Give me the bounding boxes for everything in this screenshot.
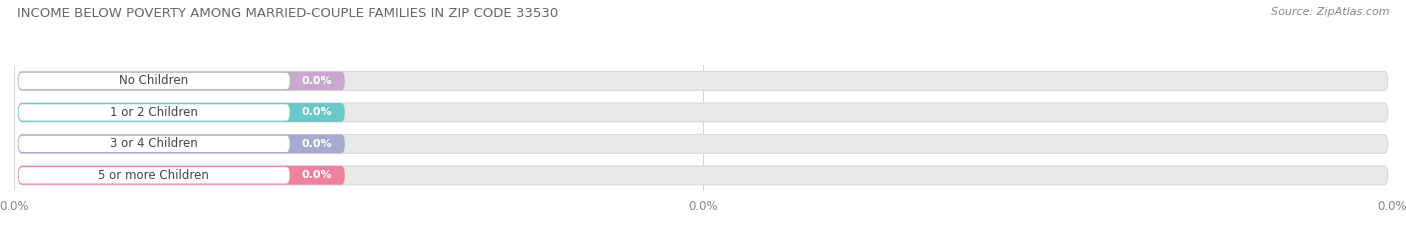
FancyBboxPatch shape [18, 73, 290, 89]
Text: 0.0%: 0.0% [302, 76, 332, 86]
FancyBboxPatch shape [18, 104, 290, 121]
Text: INCOME BELOW POVERTY AMONG MARRIED-COUPLE FAMILIES IN ZIP CODE 33530: INCOME BELOW POVERTY AMONG MARRIED-COUPL… [17, 7, 558, 20]
FancyBboxPatch shape [18, 72, 1388, 90]
Text: 3 or 4 Children: 3 or 4 Children [110, 137, 198, 150]
FancyBboxPatch shape [18, 103, 344, 122]
FancyBboxPatch shape [18, 167, 290, 184]
FancyBboxPatch shape [18, 134, 344, 153]
Text: 5 or more Children: 5 or more Children [98, 169, 209, 182]
Text: 1 or 2 Children: 1 or 2 Children [110, 106, 198, 119]
Text: 0.0%: 0.0% [302, 170, 332, 180]
Text: 0.0%: 0.0% [302, 139, 332, 149]
FancyBboxPatch shape [18, 134, 1388, 153]
Text: No Children: No Children [120, 75, 188, 87]
FancyBboxPatch shape [18, 166, 1388, 185]
Text: 0.0%: 0.0% [302, 107, 332, 117]
FancyBboxPatch shape [18, 103, 1388, 122]
FancyBboxPatch shape [18, 136, 290, 152]
FancyBboxPatch shape [18, 72, 344, 90]
FancyBboxPatch shape [18, 166, 344, 185]
Text: Source: ZipAtlas.com: Source: ZipAtlas.com [1271, 7, 1389, 17]
